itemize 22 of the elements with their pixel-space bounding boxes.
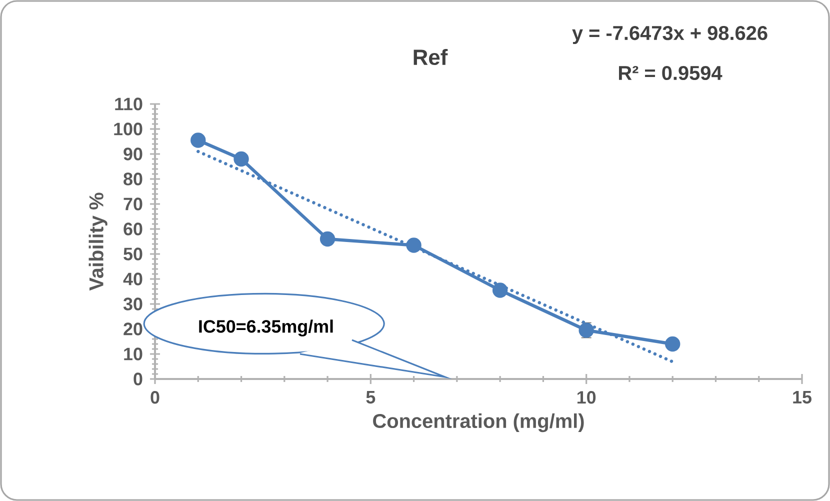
y-tick-label: 40 — [123, 272, 142, 286]
y-tick-label: 80 — [124, 172, 142, 186]
text: R² = 0.9594 — [619, 66, 722, 80]
x-tick-label: 0 — [150, 391, 160, 404]
annotation: IC50=6.35mg/ml — [199, 320, 333, 336]
chart-title: Ref — [414, 48, 448, 66]
y-axis-title: Vaibility % — [88, 192, 108, 291]
y-tick-label: 100 — [114, 122, 142, 136]
y-tick-label: 60 — [124, 222, 142, 236]
y-tick-label: 50 — [124, 248, 142, 260]
y-tick-label: 20 — [124, 322, 142, 336]
y-tick-label: 10 — [124, 348, 142, 360]
x-tick-label: 10 — [577, 391, 596, 404]
y-tick-label: 70 — [124, 198, 142, 210]
y-tick-label: 90 — [124, 148, 142, 160]
x-tick-label: 5 — [366, 391, 376, 404]
y-tick-label: 0 — [134, 372, 142, 386]
text: y = -7.6473x + 98.626 — [572, 26, 768, 44]
y-tick-label: 30 — [123, 298, 142, 310]
x-tick-label: 15 — [793, 391, 812, 404]
x-axis-title: Concentration (mg/ml) — [373, 413, 584, 432]
y-tick-label: 110 — [115, 98, 142, 110]
